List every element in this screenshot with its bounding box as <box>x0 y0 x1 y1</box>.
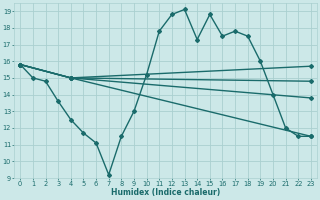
X-axis label: Humidex (Indice chaleur): Humidex (Indice chaleur) <box>111 188 220 197</box>
